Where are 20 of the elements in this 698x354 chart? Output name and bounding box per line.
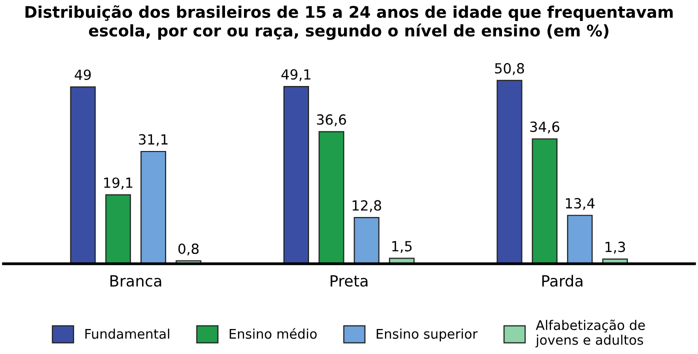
data-label: 12,8 [352, 200, 382, 212]
data-label: 49 [74, 70, 91, 80]
data-label: 13,4 [566, 198, 595, 210]
data-label: 50,8 [495, 63, 524, 75]
data-label: 19,1 [104, 177, 132, 190]
x-tick-label: Parda [542, 274, 582, 287]
x-tick-label: Preta [330, 275, 368, 287]
data-label: 1,5 [392, 241, 412, 253]
x-tick-label: Branca [110, 275, 162, 287]
legend-label: Ensino superior [376, 328, 478, 342]
data-label: 1,3 [606, 242, 625, 254]
legend-label: Alfabetização de jovens e adultos [535, 320, 645, 348]
data-label: 49,1 [281, 69, 310, 82]
data-label: 36,6 [317, 114, 346, 126]
data-label: 0,8 [178, 243, 199, 256]
chart-title: Distribuição dos brasileiros de 15 a 24 anos de idade que frequentavam escola, por cor ou raça, segundo o nível de ensino (em %) [26, 5, 673, 40]
legend-label: Ensino médio [230, 328, 317, 339]
data-label: 34,6 [530, 122, 560, 134]
legend-label: Fundamental [85, 328, 170, 339]
data-label: 31,1 [138, 134, 168, 146]
